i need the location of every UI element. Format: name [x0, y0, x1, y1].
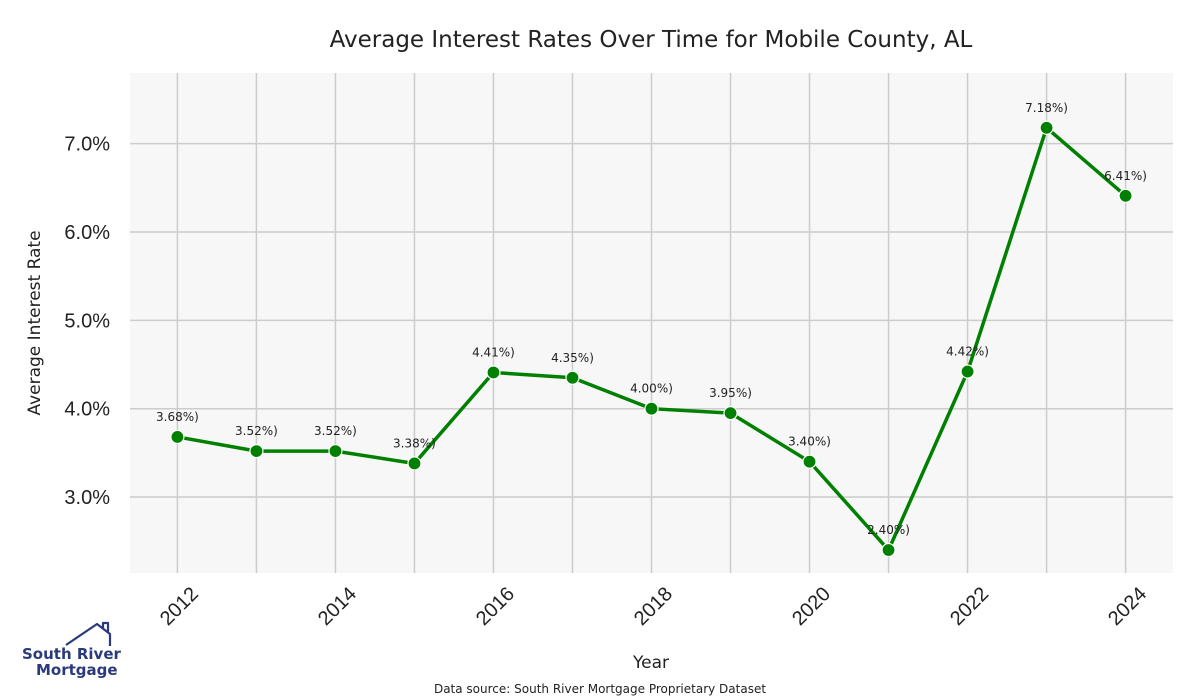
x-tick-label: 2014: [314, 583, 361, 630]
data-label: 3.52%): [314, 424, 357, 438]
data-point: [328, 443, 343, 459]
x-gridlines: [176, 73, 1127, 573]
data-point: [1118, 188, 1133, 203]
x-tick-label: 2016: [472, 583, 519, 630]
y-tick-label: 5.0%: [64, 310, 110, 332]
data-label: 3.40%): [788, 435, 831, 449]
data-label: 3.68%): [156, 410, 199, 424]
chart-title: Average Interest Rates Over Time for Mob…: [330, 27, 973, 53]
y-axis-ticks: 3.0% 4.0% 5.0% 6.0% 7.0%: [64, 134, 110, 509]
data-point: [565, 370, 580, 385]
x-axis-ticks: 2012 2014 2016 2018 2020 2022 2024: [156, 583, 1151, 630]
y-tick-label: 7.0%: [64, 134, 110, 156]
y-axis-label: Average Interest Rate: [25, 230, 45, 415]
y-tick-label: 6.0%: [64, 222, 110, 244]
data-point: [407, 456, 422, 471]
y-tick-label: 4.0%: [64, 399, 110, 421]
data-label: 3.38%): [393, 436, 436, 450]
data-point: [1039, 120, 1054, 135]
data-point: [644, 401, 659, 416]
data-point: [881, 542, 896, 558]
data-point: [486, 365, 501, 380]
data-point: [802, 454, 817, 469]
x-tick-label: 2020: [788, 583, 835, 630]
data-label: 3.52%): [235, 424, 278, 438]
data-label: 4.00%): [630, 382, 673, 396]
x-tick-label: 2012: [156, 583, 203, 630]
data-label: 4.35%): [551, 351, 594, 365]
data-label: 4.41%): [472, 345, 515, 359]
data-points: [170, 120, 1133, 558]
data-point: [249, 443, 264, 459]
logo-line-1: South River: [22, 645, 122, 663]
data-label: 2.40%): [867, 523, 910, 537]
data-point: [723, 406, 738, 421]
data-label: 3.95%): [709, 386, 752, 400]
y-tick-label: 3.0%: [64, 487, 110, 509]
x-tick-label: 2022: [946, 583, 993, 630]
data-label: 4.42%): [946, 345, 989, 359]
data-label: 7.18%): [1025, 101, 1068, 115]
logo-line-2: Mortgage: [36, 661, 118, 679]
x-axis-label: Year: [632, 653, 669, 673]
x-tick-label: 2018: [630, 583, 677, 630]
source-note: Data source: South River Mortgage Propri…: [434, 682, 766, 696]
house-roof-icon: [65, 621, 112, 646]
data-label: 6.41%): [1104, 169, 1147, 183]
south-river-logo: South River Mortgage: [22, 621, 122, 679]
data-labels: 3.68%) 3.52%) 3.52%) 3.38%) 4.41%) 4.35%) 4.00…: [156, 101, 1147, 537]
x-tick-label: 2024: [1104, 583, 1151, 630]
data-point: [960, 364, 975, 379]
data-point: [170, 429, 185, 445]
